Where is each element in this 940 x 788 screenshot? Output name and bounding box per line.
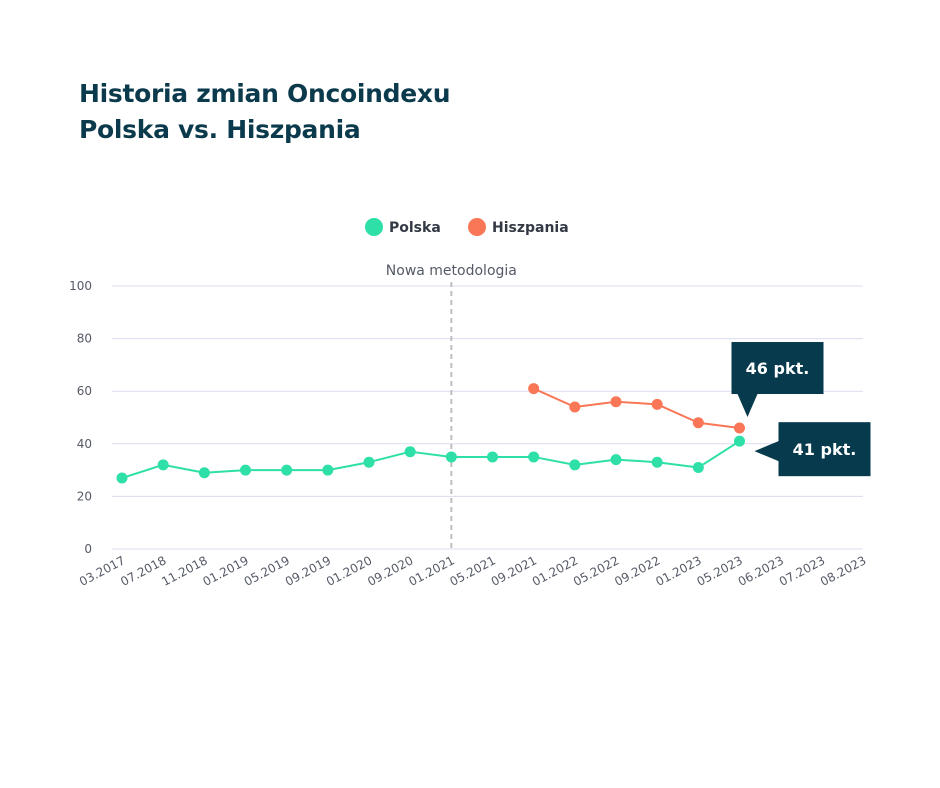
y-tick-label: 60 xyxy=(77,384,92,398)
series-line-hiszpania xyxy=(533,387,740,430)
data-point-polska xyxy=(445,451,457,463)
x-tick-label: 05.2022 xyxy=(571,553,621,589)
data-point-polska xyxy=(281,464,293,476)
x-tick-label: 05.2019 xyxy=(242,553,292,589)
data-point-hiszpania xyxy=(651,398,663,410)
data-point-hiszpania xyxy=(734,422,745,434)
data-point-polska xyxy=(692,461,704,473)
methodology-label: Nowa metodologia xyxy=(386,263,517,279)
data-point-hiszpania xyxy=(528,383,540,395)
data-point-hiszpania xyxy=(569,401,581,413)
x-tick-label: 07.2023 xyxy=(777,553,827,589)
y-axis-ticks: 0 20 40 60 80 100 xyxy=(69,279,92,556)
chart-title: Historia zmian Oncoindexu Polska vs. His… xyxy=(79,76,451,148)
x-tick-label: 08.2023 xyxy=(818,553,868,589)
legend-marker-polska xyxy=(365,218,383,236)
data-point-polska xyxy=(569,459,581,471)
legend-label-polska: Polska xyxy=(389,220,441,236)
callout-label: 46 pkt. xyxy=(746,359,810,378)
data-point-polska xyxy=(404,446,416,458)
data-point-hiszpania xyxy=(610,396,622,408)
callout-pointer xyxy=(737,394,758,418)
x-tick-label: 03.2017 xyxy=(77,553,127,589)
x-tick-label: 01.2021 xyxy=(406,553,456,589)
chart-title-line-2: Polska vs. Hiszpania xyxy=(79,115,361,144)
series-line-polska xyxy=(121,440,741,479)
data-point-polska xyxy=(157,459,169,471)
data-point-polska xyxy=(610,454,622,466)
data-point-polska xyxy=(734,435,745,447)
callout-label: 41 pkt. xyxy=(793,440,857,459)
x-tick-label: 07.2018 xyxy=(118,553,168,589)
callout-box xyxy=(731,342,824,395)
x-tick-label: 09.2019 xyxy=(283,553,333,589)
x-tick-label: 09.2022 xyxy=(612,553,662,589)
y-tick-label: 0 xyxy=(84,542,92,556)
data-point-hiszpania xyxy=(692,417,704,429)
series-hiszpania xyxy=(528,383,745,434)
x-tick-label: 09.2021 xyxy=(489,553,539,589)
x-tick-label: 11.2018 xyxy=(159,553,209,589)
grid-lines xyxy=(112,285,863,550)
data-point-polska xyxy=(322,464,334,476)
y-tick-label: 20 xyxy=(77,489,92,503)
x-tick-label: 01.2022 xyxy=(530,553,580,589)
callout-pointer xyxy=(754,441,779,462)
y-tick-label: 40 xyxy=(77,437,92,451)
data-point-polska xyxy=(487,451,498,463)
x-tick-label: 05.2023 xyxy=(695,553,745,589)
methodology-marker: Nowa metodologia xyxy=(386,263,517,549)
legend-label-hiszpania: Hiszpania xyxy=(492,220,569,236)
y-tick-label: 80 xyxy=(77,332,92,346)
series-polska xyxy=(116,435,745,484)
y-tick-label: 100 xyxy=(69,279,92,293)
x-tick-label: 01.2019 xyxy=(201,553,251,589)
data-point-polska xyxy=(528,451,540,463)
x-tick-label: 06.2023 xyxy=(736,553,786,589)
callout-polska: 41 pkt. xyxy=(754,422,871,477)
data-point-polska xyxy=(116,472,128,484)
legend-marker-hiszpania xyxy=(468,218,486,236)
callout-hiszpania: 46 pkt. xyxy=(731,342,824,418)
callout-box xyxy=(778,422,871,477)
data-point-polska xyxy=(198,467,210,479)
x-tick-label: 01.2020 xyxy=(324,553,374,589)
x-tick-label: 09.2020 xyxy=(365,553,415,589)
legend-item-polska: Polska xyxy=(365,218,441,236)
x-tick-label: 05.2021 xyxy=(448,553,498,589)
data-point-polska xyxy=(651,456,663,468)
chart-title-line-1: Historia zmian Oncoindexu xyxy=(79,79,451,108)
x-tick-label: 01.2023 xyxy=(653,553,703,589)
callouts: 46 pkt. 41 pkt. xyxy=(731,342,871,477)
legend: Polska Hiszpania xyxy=(365,218,569,236)
data-point-polska xyxy=(240,464,251,476)
legend-item-hiszpania: Hiszpania xyxy=(468,218,569,236)
series-group xyxy=(116,383,745,484)
x-axis-ticks: 03.201707.201811.201801.201905.201909.20… xyxy=(77,553,868,589)
data-point-polska xyxy=(363,456,375,468)
